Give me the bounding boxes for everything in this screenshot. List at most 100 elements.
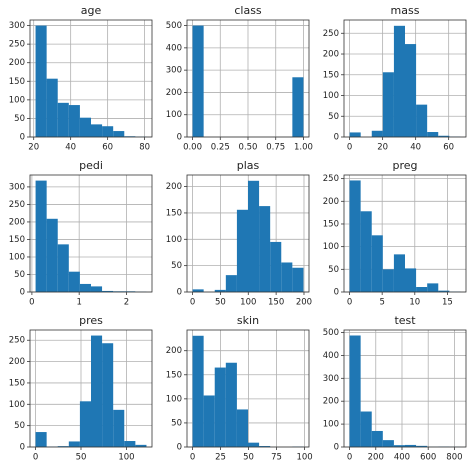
- histogram-bar: [192, 289, 204, 292]
- histogram-bar: [68, 105, 80, 137]
- y-tick-label: 200: [9, 217, 25, 227]
- y-tick-label: 200: [166, 88, 182, 98]
- x-tick-label: 10: [409, 298, 420, 308]
- y-tick-label: 100: [323, 420, 339, 430]
- x-tick-label: 0: [347, 453, 352, 463]
- histogram-bar: [113, 131, 125, 137]
- y-tick-label: 0: [334, 288, 339, 298]
- y-tick-label: 50: [14, 114, 25, 124]
- y-tick-label: 100: [9, 95, 25, 105]
- histogram-bar: [214, 367, 226, 447]
- histogram-bar: [192, 335, 204, 447]
- histogram-bar: [225, 275, 237, 292]
- panel-title: test: [394, 314, 416, 327]
- y-tick-label: 200: [9, 58, 25, 68]
- y-tick-label: 50: [328, 265, 339, 275]
- histogram-bar: [259, 206, 271, 292]
- histogram-bar: [382, 440, 394, 447]
- plot-frame: [186, 329, 310, 448]
- histogram-bar: [248, 442, 260, 447]
- x-tick-label: 80: [139, 143, 150, 153]
- x-tick-label: 600: [420, 453, 436, 463]
- y-tick-label: 200: [323, 197, 339, 207]
- x-tick-label: 0.50: [239, 143, 258, 153]
- histogram-bar: [349, 335, 361, 447]
- histogram-bar: [57, 446, 69, 447]
- x-tick-label: 0: [347, 143, 352, 153]
- plot-frame: [186, 19, 310, 138]
- plot-frame: [343, 19, 467, 138]
- y-tick-label: 250: [323, 174, 339, 184]
- x-tick-label: 5: [379, 298, 384, 308]
- histogram-bar: [438, 135, 450, 137]
- histogram-bar: [236, 209, 248, 292]
- panel-title: skin: [237, 314, 259, 327]
- x-tick-label: 2: [124, 298, 129, 308]
- x-tick-label: 0: [29, 298, 34, 308]
- x-tick-label: 15: [442, 298, 453, 308]
- y-tick-label: 300: [9, 182, 25, 192]
- plot-frame: [343, 174, 467, 293]
- histogram-bar: [382, 269, 394, 292]
- x-tick-label: 400: [394, 453, 410, 463]
- x-tick-label: 1: [76, 298, 81, 308]
- panel-title: pres: [79, 314, 103, 327]
- panel-title: age: [81, 4, 102, 17]
- x-tick-label: 150: [268, 298, 284, 308]
- histogram-bar: [416, 287, 428, 292]
- y-tick-label: 0: [177, 288, 182, 298]
- x-tick-label: 0: [33, 453, 38, 463]
- y-tick-label: 0: [20, 133, 25, 143]
- histogram-bar: [360, 411, 372, 447]
- x-tick-label: 20: [377, 143, 388, 153]
- y-tick-label: 200: [9, 357, 25, 367]
- histogram-bar: [102, 290, 114, 292]
- x-tick-label: 200: [368, 453, 384, 463]
- y-tick-label: 400: [323, 351, 339, 361]
- histogram-bar: [90, 286, 103, 292]
- x-tick-label: 0: [190, 298, 195, 308]
- y-tick-label: 150: [166, 208, 182, 218]
- plot-frame: [29, 174, 153, 293]
- y-tick-label: 200: [166, 182, 182, 192]
- x-tick-label: 100: [296, 453, 312, 463]
- x-tick-label: 200: [296, 298, 312, 308]
- histogram-bar: [259, 446, 271, 447]
- y-tick-label: 150: [166, 370, 182, 380]
- x-tick-label: 0: [347, 298, 352, 308]
- histogram-bar: [225, 362, 237, 447]
- x-tick-label: 25: [215, 453, 226, 463]
- y-tick-label: 300: [9, 21, 25, 31]
- histogram-bar: [393, 445, 405, 447]
- histogram-bar: [393, 25, 405, 137]
- histogram-bar: [68, 271, 80, 292]
- panel-title: pedi: [79, 159, 103, 172]
- y-tick-label: 500: [166, 21, 182, 31]
- histogram-bar: [192, 25, 204, 138]
- y-tick-label: 250: [323, 29, 339, 39]
- y-tick-label: 50: [171, 418, 182, 428]
- histogram-bar: [35, 180, 47, 292]
- histogram-bar: [79, 401, 91, 447]
- y-tick-label: 150: [323, 70, 339, 80]
- histogram-bar: [427, 132, 439, 137]
- histogram-bar: [281, 262, 293, 292]
- x-tick-label: 50: [215, 298, 226, 308]
- histogram-bar: [382, 72, 394, 137]
- x-tick-label: 60: [102, 143, 113, 153]
- y-tick-label: 0: [20, 288, 25, 298]
- x-tick-label: 800: [446, 453, 462, 463]
- y-tick-label: 0: [20, 443, 25, 453]
- x-tick-label: 100: [118, 453, 134, 463]
- x-tick-label: 0.75: [266, 143, 285, 153]
- y-tick-label: 150: [9, 378, 25, 388]
- plot-frame: [186, 174, 310, 293]
- y-tick-label: 200: [166, 346, 182, 356]
- x-tick-label: 1.00: [294, 143, 313, 153]
- y-tick-label: 300: [166, 66, 182, 76]
- y-tick-label: 100: [166, 110, 182, 120]
- histogram-bar: [57, 102, 69, 137]
- histogram-bar: [393, 254, 405, 292]
- x-tick-label: 100: [240, 298, 256, 308]
